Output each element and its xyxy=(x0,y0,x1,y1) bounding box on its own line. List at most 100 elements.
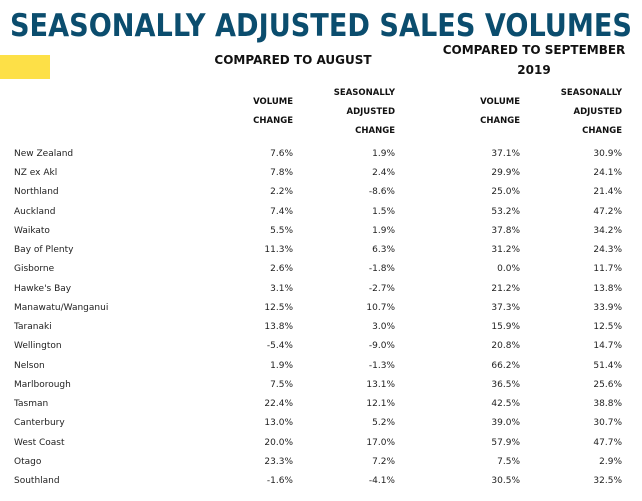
cell-value: 13.8% xyxy=(264,322,293,333)
cell-value: 7.8% xyxy=(270,168,293,179)
cell-value: 2.9% xyxy=(599,456,622,467)
row-label: Taranaki xyxy=(14,322,52,333)
cell-value: 51.4% xyxy=(593,360,622,371)
cell-value: 13.8% xyxy=(593,283,622,294)
group-header: COMPARED TO SEPTEMBER 2019 xyxy=(442,43,626,77)
cell-value: 34.2% xyxy=(593,225,622,236)
column-header: SEASONALLY ADJUSTED CHANGE xyxy=(560,88,622,136)
cell-value: 2.6% xyxy=(270,264,293,275)
row-label: Marlborough xyxy=(14,379,71,390)
cell-value: 57.9% xyxy=(491,437,520,448)
cell-value: 30.7% xyxy=(593,418,622,429)
cell-value: 21.2% xyxy=(491,283,520,294)
cell-value: 10.7% xyxy=(366,302,395,313)
cell-value: 1.9% xyxy=(270,360,293,371)
cell-value: 66.2% xyxy=(491,360,520,371)
row-label: Wellington xyxy=(14,341,62,352)
cell-value: 2.2% xyxy=(270,187,293,198)
row-label: Otago xyxy=(14,456,42,467)
row-label: Manawatu/Wanganui xyxy=(14,302,109,313)
cell-value: -1.6% xyxy=(266,476,293,487)
cell-value: 20.0% xyxy=(264,437,293,448)
group-header: COMPARED TO AUGUST xyxy=(214,53,372,67)
row-label: Gisborne xyxy=(14,264,55,275)
cell-value: 23.3% xyxy=(264,456,293,467)
cell-value: 42.5% xyxy=(491,399,520,410)
row-label: Nelson xyxy=(14,360,45,371)
cell-value: 37.1% xyxy=(491,149,520,159)
cell-value: -5.4% xyxy=(266,341,293,352)
cell-value: 30.9% xyxy=(593,149,622,159)
cell-value: 1.9% xyxy=(372,149,395,159)
cell-value: 1.5% xyxy=(372,206,395,217)
cell-value: 5.2% xyxy=(372,418,395,429)
accent-bar xyxy=(0,55,50,79)
cell-value: -9.0% xyxy=(368,341,395,352)
cell-value: 31.2% xyxy=(491,245,520,256)
row-label: Northland xyxy=(14,187,59,198)
cell-value: 3.1% xyxy=(270,283,293,294)
cell-value: 7.6% xyxy=(270,149,293,159)
title: SEASONALLY ADJUSTED SALES VOLUMES xyxy=(10,8,632,44)
column-header: VOLUME CHANGE xyxy=(480,97,520,126)
cell-value: -8.6% xyxy=(368,187,395,198)
cell-value: 11.3% xyxy=(264,245,293,256)
cell-value: -4.1% xyxy=(368,476,395,487)
cell-value: 24.1% xyxy=(593,168,622,179)
cell-value: 1.9% xyxy=(372,225,395,236)
cell-value: 3.0% xyxy=(372,322,395,333)
row-label: Hawke's Bay xyxy=(14,283,72,294)
column-header: VOLUME CHANGE xyxy=(253,97,293,126)
cell-value: 17.0% xyxy=(366,437,395,448)
cell-value: 5.5% xyxy=(270,225,293,236)
cell-value: 7.5% xyxy=(270,379,293,390)
cell-value: 14.7% xyxy=(593,341,622,352)
cell-value: 47.2% xyxy=(593,206,622,217)
cell-value: 36.5% xyxy=(491,379,520,390)
cell-value: 12.5% xyxy=(593,322,622,333)
cell-value: 39.0% xyxy=(491,418,520,429)
cell-value: 7.4% xyxy=(270,206,293,217)
cell-value: 32.5% xyxy=(593,476,622,487)
title-area: SEASONALLY ADJUSTED SALES VOLUMES xyxy=(10,8,632,44)
cell-value: 38.8% xyxy=(593,399,622,410)
cell-value: 25.0% xyxy=(491,187,520,198)
cell-value: 29.9% xyxy=(491,168,520,179)
cell-value: 13.1% xyxy=(366,379,395,390)
cell-value: 37.8% xyxy=(491,225,520,236)
cell-value: 7.2% xyxy=(372,456,395,467)
cell-value: 47.7% xyxy=(593,437,622,448)
cell-value: -1.3% xyxy=(368,360,395,371)
row-label: New Zealand xyxy=(14,149,74,159)
cell-value: 2.4% xyxy=(372,168,395,179)
cell-value: 53.2% xyxy=(491,206,520,217)
cell-value: -2.7% xyxy=(368,283,395,294)
cell-value: 0.0% xyxy=(497,264,520,275)
row-label: Bay of Plenty xyxy=(14,245,74,256)
row-label: Waikato xyxy=(14,225,50,236)
cell-value: 15.9% xyxy=(491,322,520,333)
cell-value: 20.8% xyxy=(491,341,520,352)
cell-value: 7.5% xyxy=(497,456,520,467)
cell-value: 6.3% xyxy=(372,245,395,256)
cell-value: 30.5% xyxy=(491,476,520,487)
cell-value: 37.3% xyxy=(491,302,520,313)
row-label: NZ ex Akl xyxy=(14,168,58,179)
cell-value: -1.8% xyxy=(368,264,395,275)
cell-value: 24.3% xyxy=(593,245,622,256)
cell-value: 21.4% xyxy=(593,187,622,198)
row-label: Southland xyxy=(14,476,60,487)
column-header: SEASONALLY ADJUSTED CHANGE xyxy=(333,88,395,136)
cell-value: 11.7% xyxy=(593,264,622,275)
row-label: West Coast xyxy=(14,437,65,448)
cell-value: 25.6% xyxy=(593,379,622,390)
cell-value: 13.0% xyxy=(264,418,293,429)
cell-value: 33.9% xyxy=(593,302,622,313)
row-label: Canterbury xyxy=(14,418,65,429)
cell-value: 12.1% xyxy=(366,399,395,410)
cell-value: 12.5% xyxy=(264,302,293,313)
row-label: Tasman xyxy=(14,399,49,410)
row-label: Auckland xyxy=(14,206,56,217)
cell-value: 22.4% xyxy=(264,399,293,410)
